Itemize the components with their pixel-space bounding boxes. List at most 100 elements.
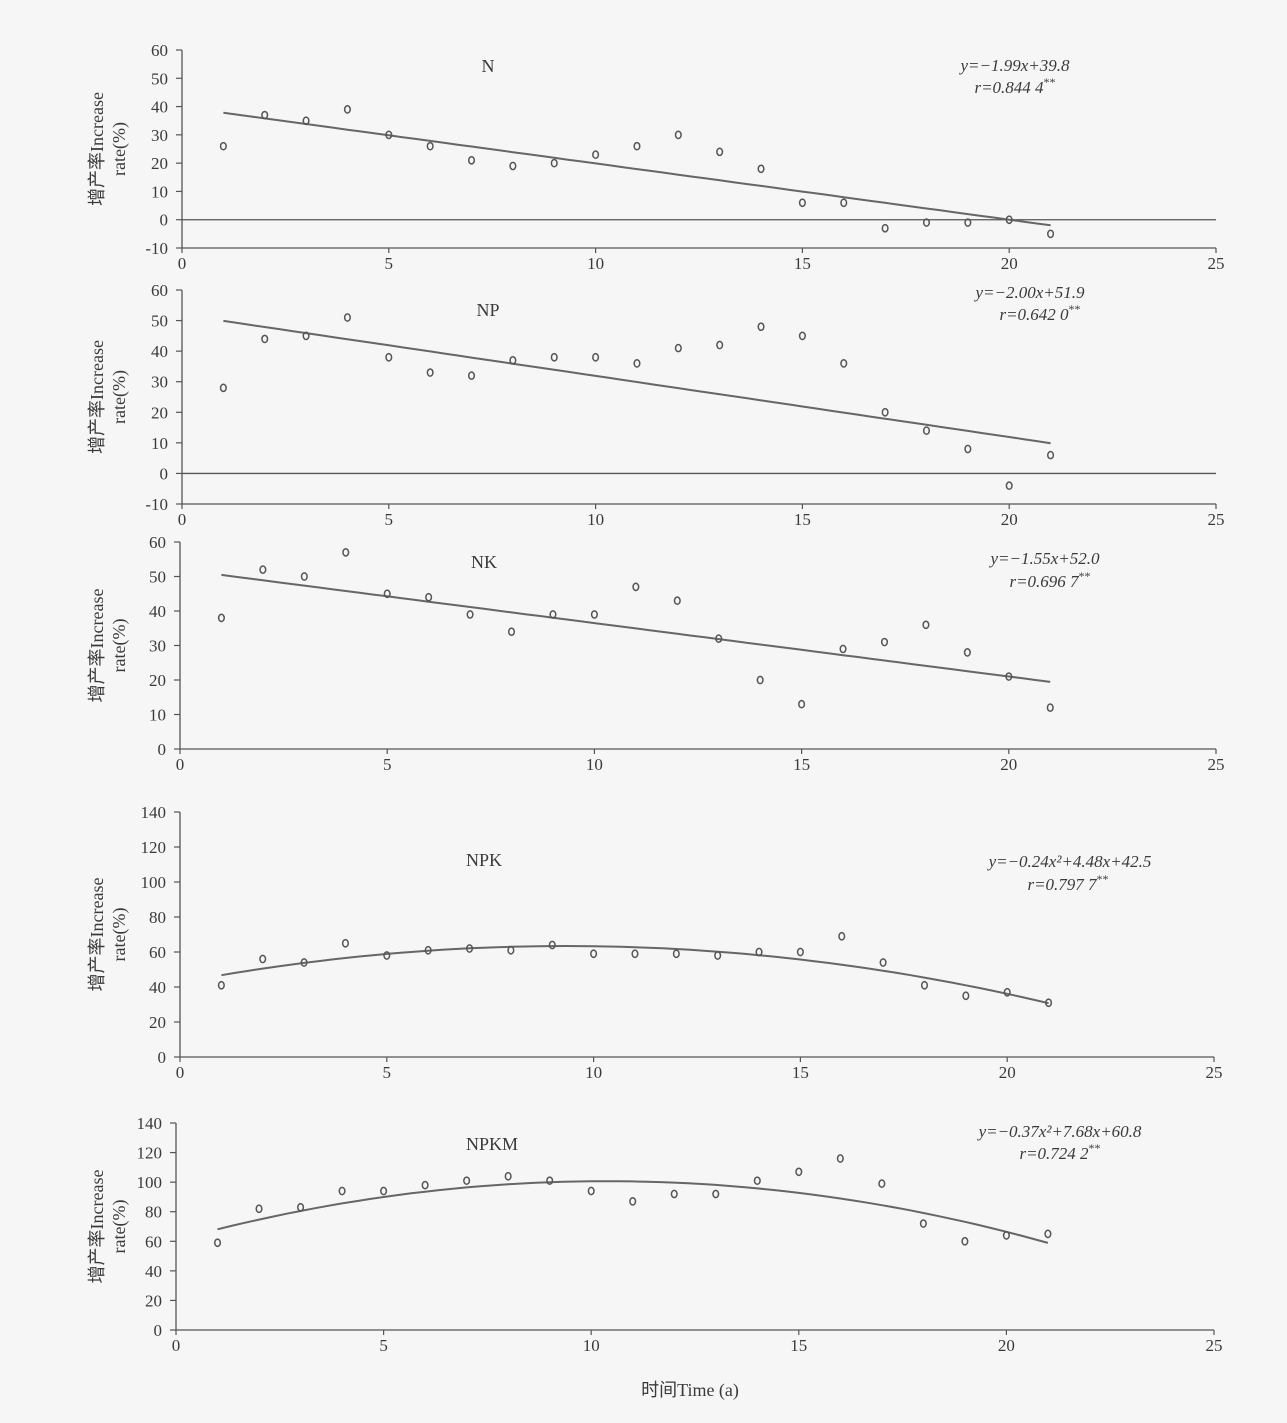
y-tick-label: 10 (151, 434, 168, 453)
y-axis-label-unit: rate(%) (109, 370, 130, 424)
x-tick-label: 10 (583, 1336, 600, 1355)
y-tick-label: 40 (145, 1262, 162, 1281)
panel-label: NK (471, 552, 497, 572)
chart-panel-npkm: 0 20 40 60 80 100 120 140 0 5 10 15 20 25 NPKM y=−0.37x… (87, 1114, 1223, 1355)
data-point (629, 1197, 637, 1206)
data-point (922, 620, 930, 630)
data-point (342, 548, 350, 557)
y-tick-label: 120 (137, 1144, 163, 1163)
y-axis-label: 增产率Increase (87, 878, 107, 992)
data-point (466, 610, 474, 619)
y-tick-label: 60 (151, 281, 168, 300)
data-point (1005, 481, 1013, 491)
x-tick-label: 20 (1001, 510, 1018, 529)
correlation-coefficient: r=0.724 2** (1019, 1141, 1100, 1163)
y-tick-label: 50 (149, 568, 166, 587)
data-point (341, 938, 349, 948)
data-point (839, 644, 847, 654)
data-point (587, 1186, 595, 1196)
panel-label: NPKM (466, 1134, 518, 1154)
data-point (798, 699, 806, 709)
data-point (631, 949, 639, 959)
data-point (383, 589, 391, 599)
x-tick-label: 25 (1206, 1063, 1223, 1082)
data-point (753, 1176, 761, 1186)
data-point (674, 130, 682, 140)
y-tick-label: 0 (158, 1048, 167, 1067)
data-point (922, 426, 931, 435)
y-tick-label: 100 (141, 873, 167, 892)
y-tick-label: 100 (137, 1173, 163, 1192)
chart-panel-nk: 0 10 20 30 40 50 60 0 5 10 15 20 25 NK y=−1.55x+52.0r=… (87, 533, 1225, 774)
data-point (261, 110, 269, 120)
y-tick-label: 60 (145, 1232, 162, 1251)
y-tick-label: 80 (149, 908, 166, 927)
y-tick-label: 0 (154, 1321, 163, 1340)
data-point (550, 352, 558, 362)
x-tick-label: 25 (1208, 755, 1225, 774)
x-tick-label: 15 (794, 510, 811, 529)
data-point (385, 352, 393, 362)
y-tick-label: 140 (141, 803, 167, 822)
data-point (1047, 229, 1055, 239)
data-point (380, 1186, 388, 1196)
data-point (592, 150, 600, 160)
data-point (259, 565, 267, 574)
correlation-coefficient: r=0.642 0** (999, 302, 1080, 324)
data-point (714, 951, 722, 960)
data-point (548, 940, 556, 950)
data-point (633, 359, 641, 368)
y-axis-label-unit: rate(%) (109, 122, 130, 176)
data-point (838, 931, 846, 941)
correlation-coefficient: r=0.844 4** (974, 75, 1055, 97)
data-point (836, 1154, 844, 1163)
data-point (219, 141, 227, 151)
x-tick-label: 15 (793, 755, 810, 774)
data-point (507, 627, 516, 637)
data-point (465, 944, 474, 953)
y-tick-label: 30 (151, 373, 168, 392)
data-point (507, 945, 515, 955)
data-point (716, 147, 724, 157)
data-point (1044, 1229, 1052, 1239)
data-point (217, 980, 225, 990)
x-tick-label: 25 (1208, 510, 1225, 529)
y-tick-label: 120 (141, 838, 167, 857)
data-point (261, 334, 269, 344)
chart-panel-npk: 0 20 40 60 80 100 120 140 0 5 10 15 20 25 NPK y=−0.24x²… (87, 803, 1223, 1082)
data-point (878, 1179, 886, 1188)
fit-line (221, 573, 1051, 683)
data-point (795, 1167, 803, 1177)
data-point (302, 116, 310, 126)
data-point (509, 355, 517, 365)
y-axis-label: 增产率Increase (87, 340, 107, 454)
data-point (302, 331, 310, 341)
data-point (961, 1236, 969, 1246)
data-point (964, 444, 972, 454)
data-point (425, 592, 433, 602)
data-point (840, 359, 848, 368)
y-tick-label: 0 (160, 464, 169, 483)
data-point (880, 637, 889, 647)
x-tick-label: 15 (792, 1063, 809, 1082)
x-tick-label: 25 (1206, 1336, 1223, 1355)
y-tick-label: 30 (151, 126, 168, 145)
y-tick-label: 20 (151, 403, 168, 422)
y-tick-label: 0 (158, 740, 167, 759)
x-tick-label: 10 (587, 254, 604, 273)
y-axis-label-unit: rate(%) (109, 619, 130, 673)
panel-label: NPK (466, 850, 502, 870)
fit-line (217, 1180, 1049, 1244)
y-tick-label: 50 (151, 312, 168, 331)
y-tick-label: 10 (151, 182, 168, 201)
data-point (1005, 215, 1013, 225)
x-tick-label: 0 (176, 755, 185, 774)
data-point (796, 947, 804, 957)
x-tick-label: 5 (385, 510, 394, 529)
regression-equation: y=−0.24x²+4.48x+42.5 (987, 852, 1152, 871)
data-point (385, 130, 393, 140)
data-point (1046, 703, 1054, 712)
data-point (217, 613, 225, 623)
data-point (962, 991, 970, 1001)
y-tick-label: 20 (149, 1013, 166, 1032)
